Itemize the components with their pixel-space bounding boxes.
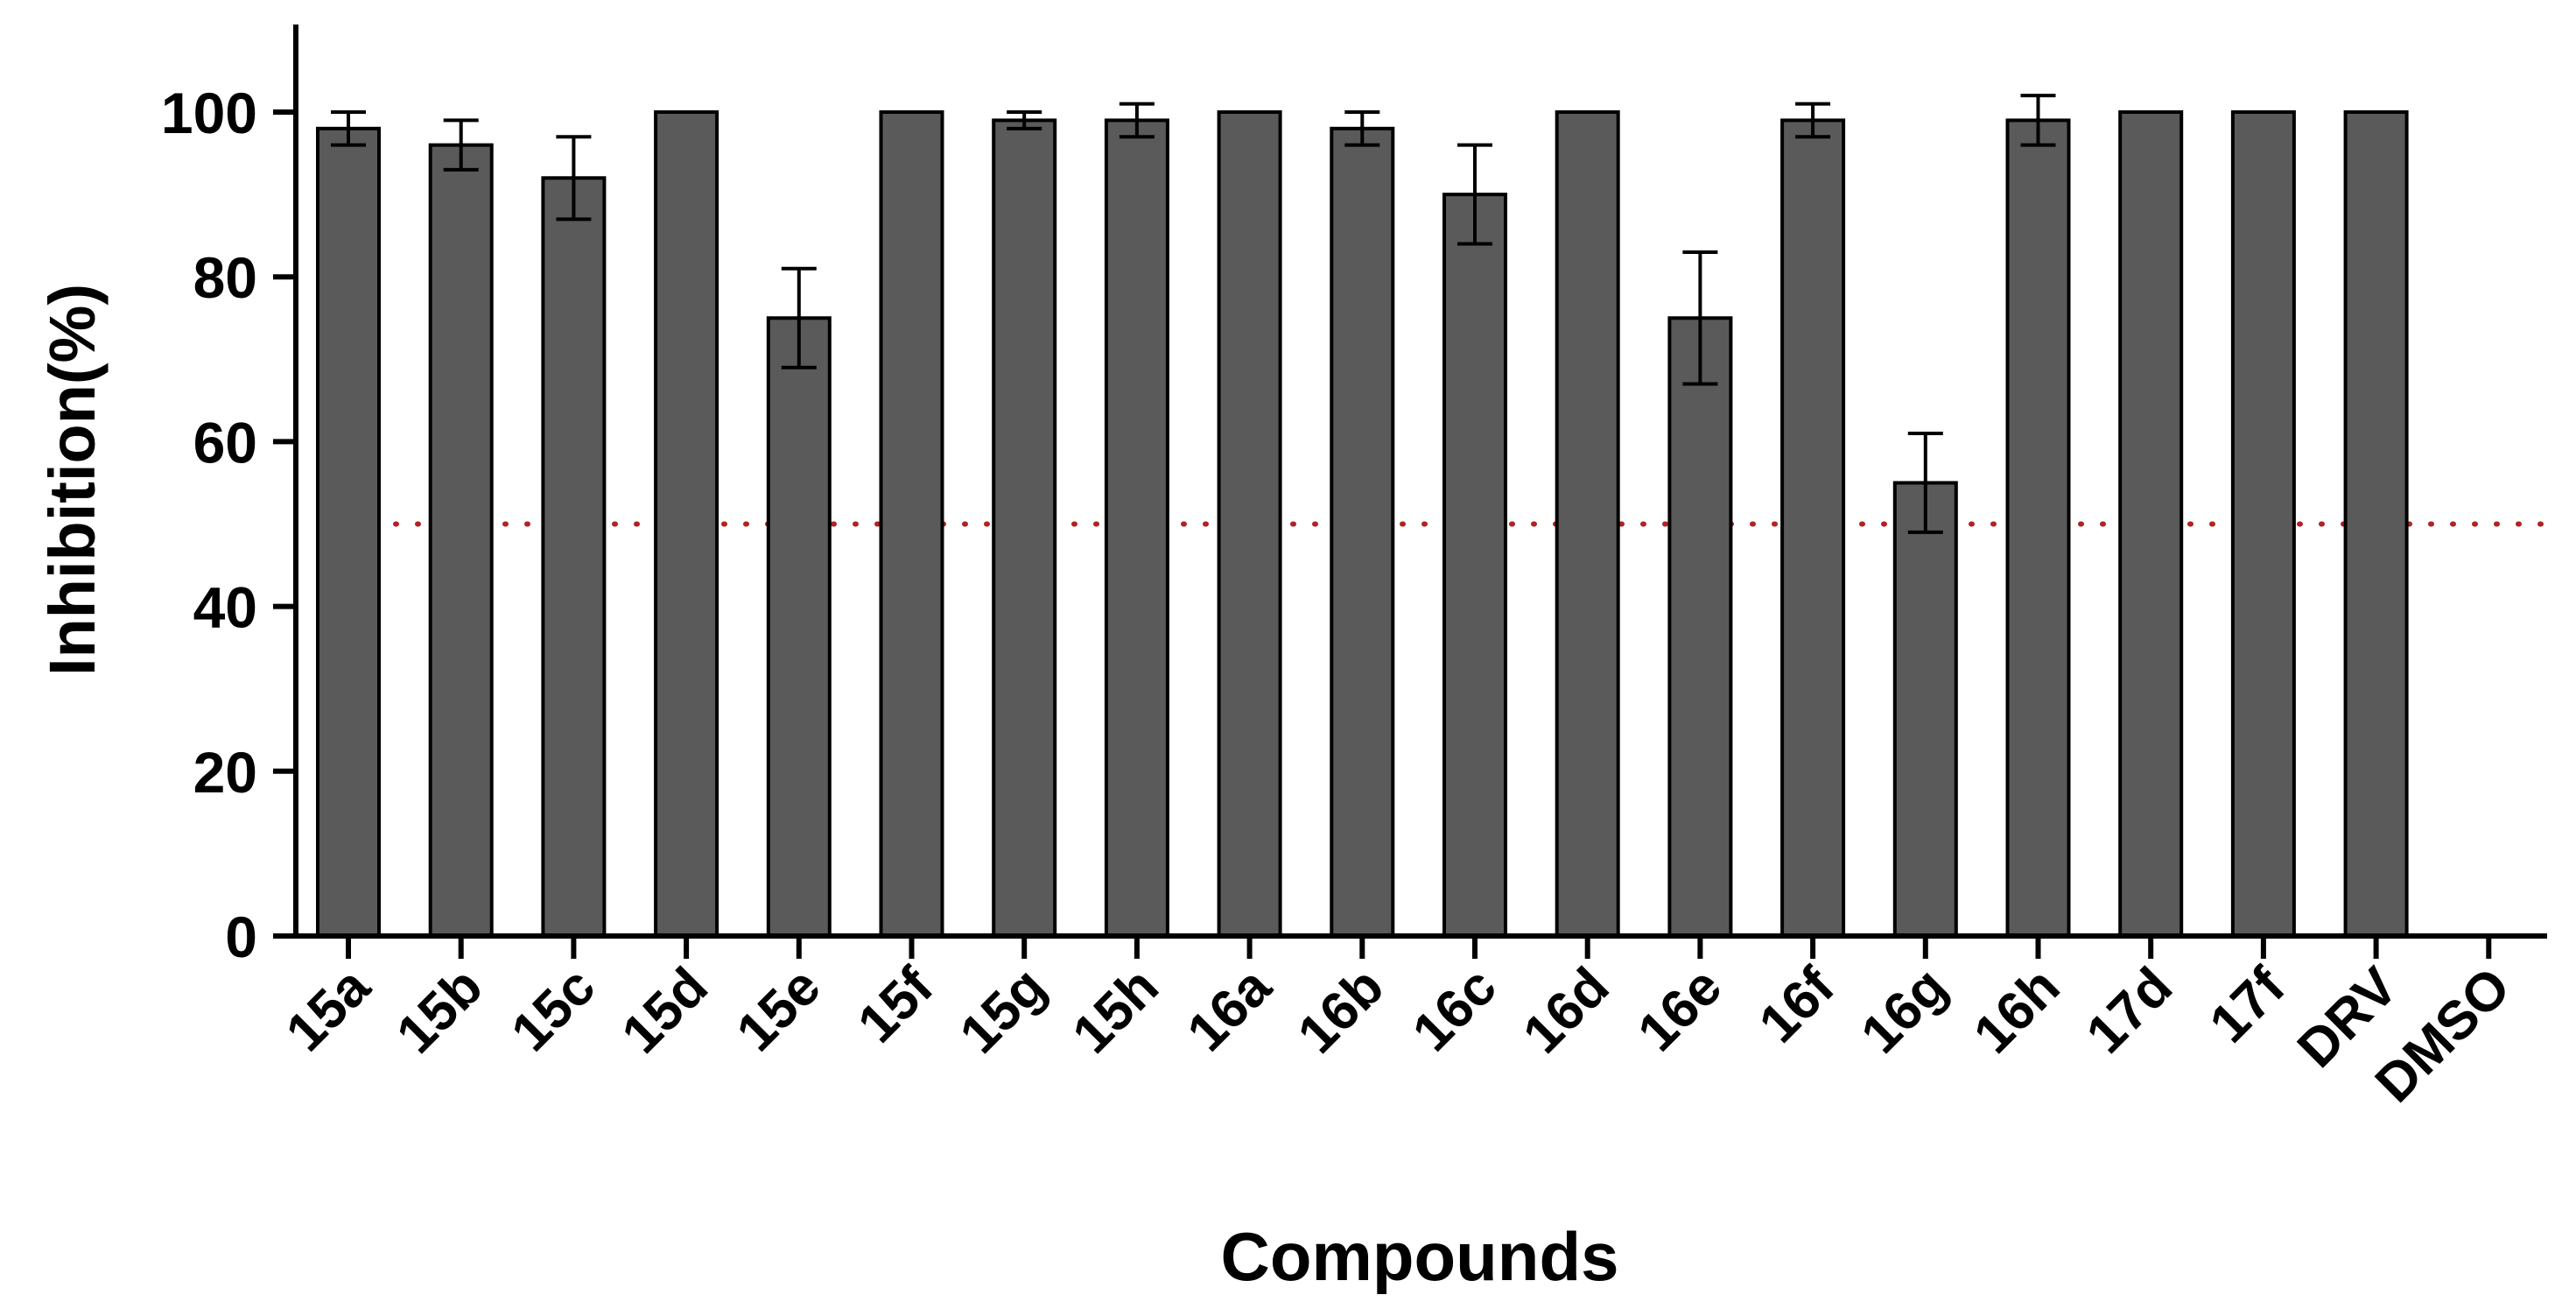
bar-16g — [1892, 481, 1958, 938]
y-tick-label: 20 — [193, 740, 257, 805]
error-bar-15g — [1007, 110, 1042, 130]
x-tick-label-17d: 17d — [2075, 956, 2184, 1065]
error-bar-15c — [556, 135, 592, 222]
error-bar-16b — [1344, 110, 1380, 147]
x-tick-label-15g: 15g — [949, 956, 1057, 1065]
bar-15b — [428, 143, 494, 938]
y-tick-label: 60 — [193, 410, 257, 475]
x-tick-label-16c: 16c — [1401, 956, 1508, 1063]
y-tick-label: 100 — [161, 81, 257, 145]
x-tick-label-15d: 15d — [611, 956, 719, 1065]
bar-16f — [1780, 118, 1846, 939]
x-tick-label-16e: 16e — [1626, 956, 1733, 1063]
bar-15a — [316, 126, 381, 938]
x-tick-label-15e: 15e — [726, 956, 832, 1063]
x-tick-label-16f: 16f — [1748, 956, 1846, 1054]
error-bars-layer — [331, 94, 2056, 534]
bar-15f — [879, 110, 944, 938]
y-tick-label: 40 — [193, 575, 257, 640]
bar-15d — [654, 110, 719, 938]
error-bar-15b — [443, 118, 479, 172]
x-axis-label: Compounds — [1221, 1218, 1619, 1295]
error-bar-15a — [331, 110, 366, 147]
bar-17d — [2118, 110, 2184, 938]
bar-16d — [1555, 110, 1620, 938]
x-tick-label-15c: 15c — [500, 956, 607, 1063]
bar-15h — [1104, 118, 1169, 939]
y-tick-labels: 0 20 40 60 80 100 — [161, 81, 257, 969]
error-bar-16g — [1907, 431, 1943, 534]
bars-layer — [316, 110, 2409, 939]
error-bar-16h — [2020, 94, 2056, 147]
x-tick-label-15f: 15f — [846, 956, 944, 1054]
axes-layer — [273, 25, 2547, 959]
x-tick-label-16b: 16b — [1287, 956, 1395, 1065]
error-bar-16c — [1457, 143, 1492, 246]
x-tick-label-16h: 16h — [1962, 956, 2071, 1065]
bar-16b — [1330, 126, 1395, 938]
y-axis-label: Inhibition(%) — [36, 284, 109, 676]
bar-DRV — [2343, 110, 2409, 938]
error-bar-16e — [1682, 250, 1718, 386]
x-tick-label-15h: 15h — [1061, 956, 1169, 1065]
x-tick-label-16a: 16a — [1176, 956, 1283, 1063]
x-tick-label-16d: 16d — [1512, 956, 1620, 1065]
error-bar-15h — [1119, 102, 1155, 139]
bar-16e — [1667, 316, 1733, 938]
error-bar-15e — [781, 266, 817, 369]
y-tick-label: 0 — [225, 904, 257, 969]
bar-16a — [1217, 110, 1282, 938]
bar-16c — [1442, 193, 1507, 939]
x-tick-label-16g: 16g — [1850, 956, 1958, 1065]
bar-15e — [766, 316, 832, 938]
bar-15g — [992, 118, 1057, 939]
x-tick-label-15b: 15b — [385, 956, 494, 1065]
bar-15c — [541, 176, 607, 938]
x-tick-label-17f: 17f — [2199, 956, 2297, 1054]
x-tick-labels: 15a 15b 15c 15d 15e 15f 15g 15h 16a 16b 16c 16d 16e 1… — [275, 956, 2522, 1115]
error-bar-16f — [1795, 102, 1831, 139]
bar-17f — [2230, 110, 2296, 938]
bar-16h — [2005, 118, 2071, 939]
x-tick-label-15a: 15a — [275, 956, 382, 1063]
y-tick-label: 80 — [193, 245, 257, 310]
